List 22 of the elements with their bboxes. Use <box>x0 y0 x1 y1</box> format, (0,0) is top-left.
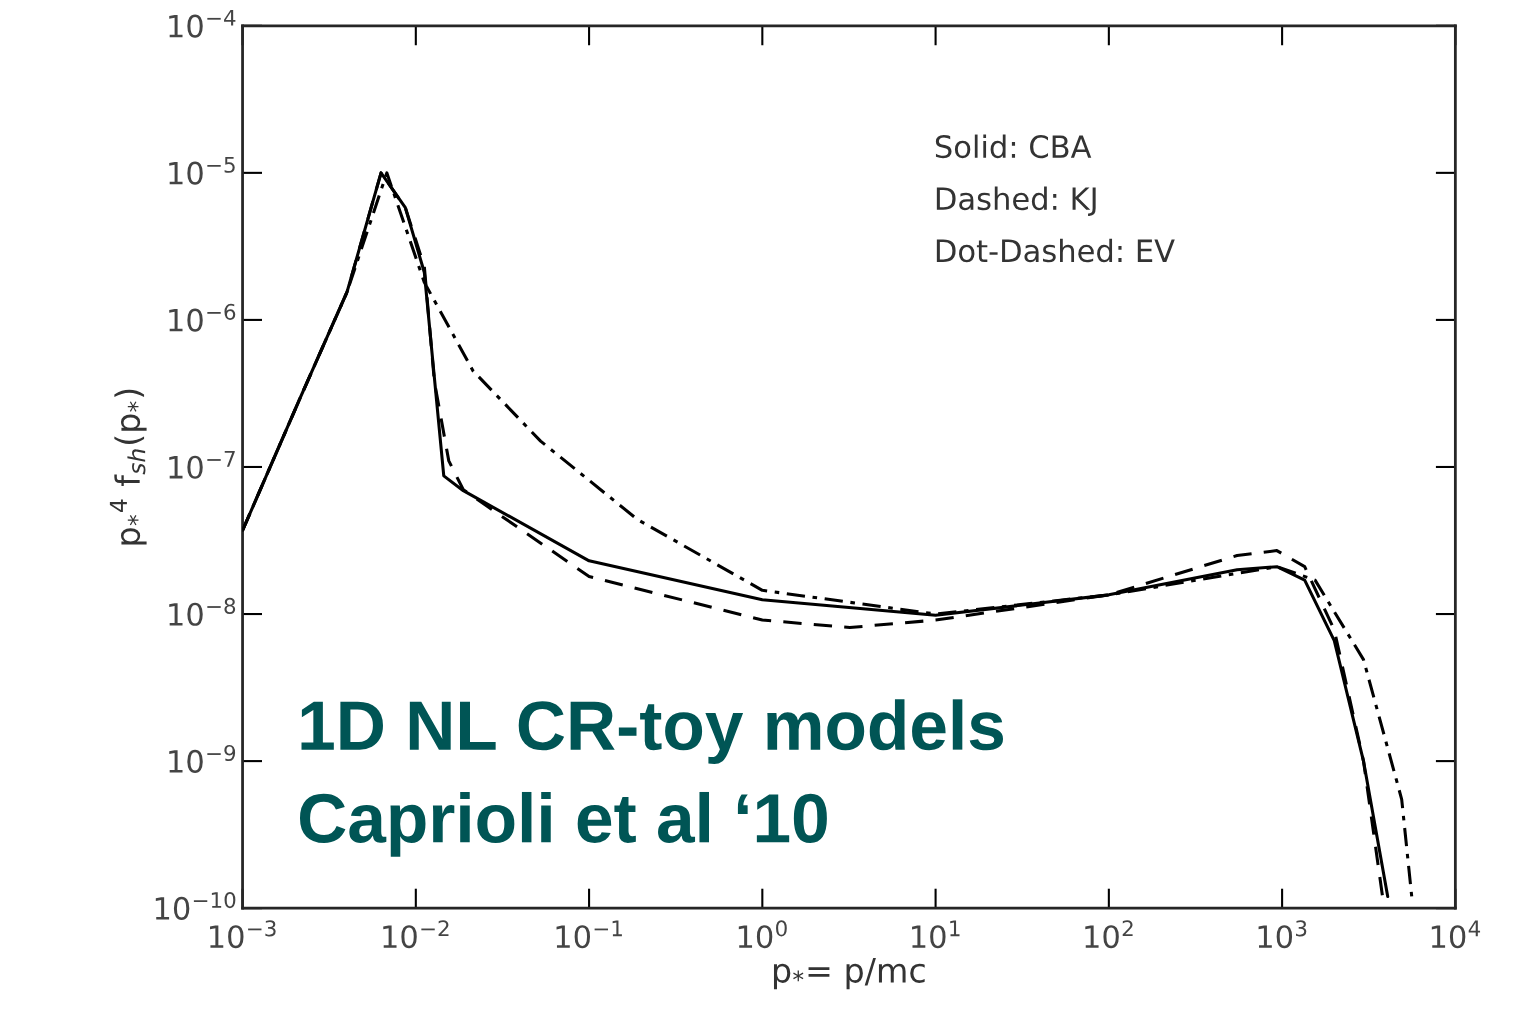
y-tick-label: 10$^{−8}$ <box>169 597 236 626</box>
x-tick-label: 10$^{−1}$ <box>556 920 622 949</box>
annotation: Dot-Dashed: EV <box>936 238 1175 263</box>
x-tick-label: 10$^{4}$ <box>1431 920 1481 949</box>
x-tick-label: 10$^{1}$ <box>912 920 960 949</box>
x-tick-label: 10$^{−2}$ <box>383 920 449 949</box>
y-tick-label: 10$^{−10}$ <box>155 891 236 920</box>
x-tick-label: 10$^{2}$ <box>1085 920 1133 949</box>
y-tick-label: 10$^{−6}$ <box>169 303 236 332</box>
y-tick-label: 10$^{−4}$ <box>169 9 236 38</box>
x-tick-label: 10$^{0}$ <box>738 920 787 949</box>
x-tick-label: 10$^{−3}$ <box>210 920 276 949</box>
annotation: 1D NL CR-toy models <box>301 699 1004 765</box>
annotation: Dashed: KJ <box>936 186 1096 216</box>
y-tick-label: 10$^{−7}$ <box>169 451 235 479</box>
x-axis-title: p$_{*}$= p/mc <box>773 958 925 990</box>
annotation: Caprioli et al ‘10 <box>299 791 827 857</box>
x-tick-label: 10$^{3}$ <box>1258 920 1307 949</box>
annotation: Solid: CBA <box>935 134 1092 159</box>
y-axis-title: p$_{*}$$^{4}$ f$_{sh}$(p$_{*}$) <box>109 389 147 545</box>
y-tick-label: 10$^{−9}$ <box>169 744 236 773</box>
y-tick-label: 10$^{−5}$ <box>169 156 235 185</box>
